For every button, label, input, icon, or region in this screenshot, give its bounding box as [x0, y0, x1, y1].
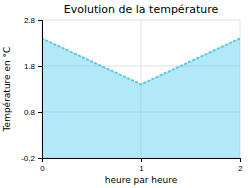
- axis-line: [43, 159, 241, 163]
- tick: 1: [139, 158, 144, 173]
- tick-mark: [38, 158, 42, 159]
- y-axis: -0.2 0.8 1.8 2.8: [21, 16, 42, 163]
- tick: 2: [238, 158, 243, 173]
- tick-label: 2: [238, 164, 243, 173]
- tick: 0.8: [24, 108, 42, 117]
- line: [42, 38, 240, 84]
- grid: [42, 20, 240, 158]
- plot: 0 1 2 -0.2 0.8 1.8 2.8: [21, 16, 243, 173]
- area: [42, 38, 240, 158]
- title: Evolution de la température: [64, 3, 219, 16]
- y-axis-title: Température en °C: [2, 47, 12, 133]
- tick-mark: [141, 158, 142, 162]
- tick-mark: [38, 66, 42, 67]
- tick: 1.8: [24, 62, 42, 71]
- tick: 2.8: [24, 16, 42, 25]
- x-axis-title: heure par heure: [105, 175, 178, 185]
- tick-label: -0.2: [21, 154, 35, 163]
- tick-label: 1.8: [24, 62, 36, 71]
- axis-line: [38, 21, 43, 159]
- tick-mark: [38, 112, 42, 113]
- tick-label: 2.8: [24, 16, 36, 25]
- tick: 0: [40, 158, 45, 173]
- tick: -0.2: [21, 154, 42, 163]
- marks: [42, 38, 240, 158]
- tick-label: 0.8: [24, 108, 36, 117]
- x-axis: 0 1 2: [40, 158, 243, 173]
- tick-label: 0: [40, 164, 45, 173]
- tick-label: 1: [139, 164, 144, 173]
- tick-mark: [240, 158, 241, 162]
- tick-mark: [38, 20, 42, 21]
- chart: 0 1 2 -0.2 0.8 1.8 2.8 Evolution de la températ…: [0, 0, 250, 188]
